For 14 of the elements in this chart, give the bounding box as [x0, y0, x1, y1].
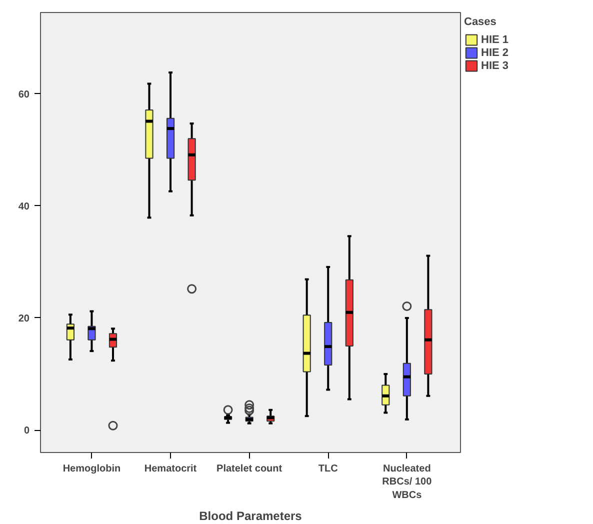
x-axis-title: Blood Parameters	[199, 508, 302, 523]
x-tick-label: Platelet count	[216, 464, 283, 474]
y-tick-label: 20	[18, 313, 30, 324]
x-tick-label: Hematocrit	[144, 464, 198, 474]
legend-title: Cases	[464, 16, 498, 28]
x-tick-label: Nucleated RBCs/ 100 WBCs	[382, 464, 432, 501]
legend-label: HIE 3	[481, 60, 509, 72]
legend-label: HIE 2	[481, 46, 509, 58]
legend-label: HIE 1	[481, 34, 509, 46]
x-tick-label: Hemoglobin	[62, 464, 121, 474]
y-tick-label: 60	[18, 89, 30, 100]
y-tick-label: 0	[24, 426, 30, 437]
y-tick-label: 40	[18, 201, 30, 212]
x-tick-label: TLC	[318, 464, 338, 474]
